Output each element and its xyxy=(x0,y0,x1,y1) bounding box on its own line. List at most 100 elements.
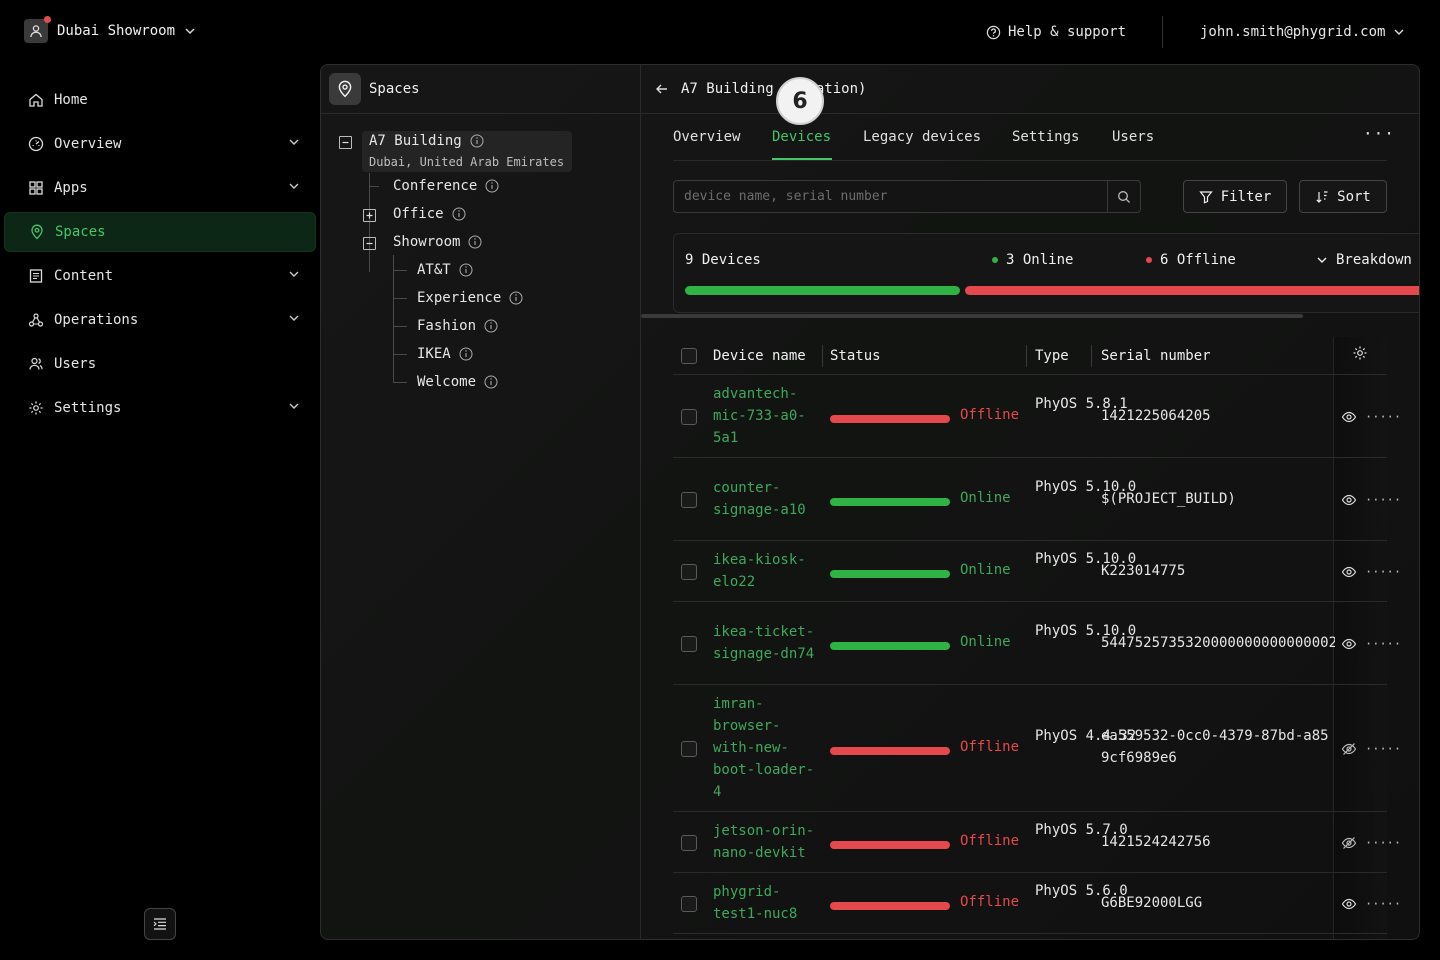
online-count: 3 Online xyxy=(992,252,1073,268)
more-options-icon[interactable]: ····· xyxy=(1365,492,1402,507)
tree-node-experience[interactable]: Experience xyxy=(417,290,523,306)
filter-button[interactable]: Filter xyxy=(1183,180,1287,213)
sidebar-item-content[interactable]: Content xyxy=(4,256,316,296)
info-icon[interactable] xyxy=(509,291,523,305)
column-header-status[interactable]: Status xyxy=(830,348,881,364)
select-all-checkbox[interactable] xyxy=(681,348,697,364)
help-circle-icon xyxy=(986,25,1001,39)
collapse-toggle[interactable] xyxy=(363,237,376,250)
device-name-link[interactable]: advantech-mic-733-a0-5a1 xyxy=(713,386,806,446)
row-checkbox[interactable] xyxy=(681,834,697,851)
tree-node-a7-building[interactable]: A7 Building xyxy=(369,133,484,149)
row-checkbox[interactable] xyxy=(681,563,697,580)
tree-line xyxy=(369,173,370,272)
eye-icon[interactable] xyxy=(1341,896,1357,912)
sidebar-item-apps[interactable]: Apps xyxy=(4,168,316,208)
org-switcher[interactable]: Dubai Showroom xyxy=(24,16,196,43)
offline-count: 6 Offline xyxy=(1146,252,1236,268)
tree-node-att[interactable]: AT&T xyxy=(417,262,473,278)
device-name-link[interactable]: imran-browser-with-new-boot-loader-4 xyxy=(713,696,815,800)
info-icon[interactable] xyxy=(452,207,466,221)
eye-icon[interactable] xyxy=(1341,492,1357,508)
device-summary: 9 Devices 3 Online 6 Offline Breakdown xyxy=(673,233,1419,313)
row-checkbox[interactable] xyxy=(681,408,697,425)
column-header-device-name[interactable]: Device name xyxy=(713,348,806,364)
more-options-icon[interactable]: ····· xyxy=(1365,636,1402,651)
table-row[interactable]: ikea-ticket-signage-dn74 Online PhyOS 5.10… xyxy=(673,602,1401,685)
info-icon[interactable] xyxy=(484,375,498,389)
tree-node-office[interactable]: Office xyxy=(393,206,466,222)
eye-icon[interactable] xyxy=(1341,409,1357,425)
info-icon[interactable] xyxy=(485,179,499,193)
row-checkbox[interactable] xyxy=(681,740,697,757)
help-support-link[interactable]: Help & support xyxy=(986,24,1126,40)
table-row[interactable]: advantech-mic-733-a0-5a1 Offline PhyOS 5.8… xyxy=(673,375,1401,458)
search-input[interactable] xyxy=(674,181,1108,212)
serial-number: G6BE92000LGG xyxy=(1101,895,1203,911)
search-button[interactable] xyxy=(1107,181,1140,212)
more-options-icon[interactable]: ····· xyxy=(1365,741,1402,756)
tree-node-label: Fashion xyxy=(417,318,477,334)
sidebar-item-users[interactable]: Users xyxy=(4,344,316,384)
info-icon[interactable] xyxy=(459,347,473,361)
device-name-link[interactable]: ikea-ticket-signage-dn74 xyxy=(713,624,815,662)
tab-legacy-devices[interactable]: Legacy devices xyxy=(863,129,982,145)
info-icon[interactable] xyxy=(470,134,484,148)
sidebar-item-home[interactable]: Home xyxy=(4,80,316,120)
sidebar-item-settings[interactable]: Settings xyxy=(4,388,316,428)
more-options-icon[interactable]: ····· xyxy=(1365,896,1402,911)
table-row[interactable]: phygrid-test1-nuc8 Offline PhyOS 5.6.0 G6BE… xyxy=(673,873,1401,934)
collapse-sidebar-button[interactable] xyxy=(144,908,176,940)
info-icon[interactable] xyxy=(468,235,482,249)
arrow-left-icon[interactable] xyxy=(655,82,669,96)
column-header-serial-number[interactable]: Serial number xyxy=(1101,348,1211,364)
eye-off-icon[interactable] xyxy=(1341,741,1357,757)
tab-devices[interactable]: Devices xyxy=(772,129,832,145)
device-name-link[interactable]: ikea-kiosk-elo22 xyxy=(713,552,806,590)
sidebar-item-overview[interactable]: Overview xyxy=(4,124,316,164)
home-icon xyxy=(29,93,43,107)
row-checkbox[interactable] xyxy=(681,895,697,912)
breakdown-toggle[interactable]: Breakdown xyxy=(1316,252,1412,268)
sidebar-item-operations[interactable]: Operations xyxy=(4,300,316,340)
expand-toggle[interactable] xyxy=(363,209,376,222)
eye-off-icon[interactable] xyxy=(1341,835,1357,851)
eye-icon[interactable] xyxy=(1341,564,1357,580)
more-options-icon[interactable]: ····· xyxy=(1365,564,1402,579)
tree-node-welcome[interactable]: Welcome xyxy=(417,374,498,390)
tree-node-root-selected[interactable] xyxy=(362,131,572,172)
row-checkbox[interactable] xyxy=(681,635,697,652)
more-options-icon[interactable]: ····· xyxy=(1365,835,1402,850)
more-options-icon[interactable]: ····· xyxy=(1365,409,1402,424)
device-name-link[interactable]: phygrid-test1-nuc8 xyxy=(713,884,798,922)
tree-node-fashion[interactable]: Fashion xyxy=(417,318,498,334)
notification-dot xyxy=(44,16,51,23)
tab-users[interactable]: Users xyxy=(1112,129,1155,145)
table-row[interactable]: jetson-orin-nano-devkit Offline PhyOS 5.7.… xyxy=(673,812,1401,873)
column-header-type[interactable]: Type xyxy=(1035,348,1069,364)
table-row[interactable]: counter-signage-a10 Online PhyOS 5.10.0 $(P… xyxy=(673,458,1401,541)
tree-node-ikea[interactable]: IKEA xyxy=(417,346,473,362)
more-options-icon[interactable]: ··· xyxy=(1363,124,1395,143)
tree-node-showroom[interactable]: Showroom xyxy=(393,234,482,250)
gear-icon[interactable] xyxy=(1352,345,1368,361)
user-menu[interactable]: john.smith@phygrid.com xyxy=(1200,24,1405,40)
status-text: Offline xyxy=(960,833,1020,849)
row-checkbox[interactable] xyxy=(681,491,697,508)
sidebar-item-spaces[interactable]: Spaces xyxy=(4,212,316,252)
tree-node-conference[interactable]: Conference xyxy=(393,178,499,194)
collapse-toggle[interactable] xyxy=(339,136,352,149)
tab-settings[interactable]: Settings xyxy=(1012,129,1080,145)
table-row[interactable]: imran-browser-with-new-boot-loader-4 Offl… xyxy=(673,685,1401,812)
eye-icon[interactable] xyxy=(1341,636,1357,652)
online-progress-bar xyxy=(685,286,960,295)
table-row[interactable]: ikea-kiosk-elo22 Online PhyOS 5.10.0 K22301… xyxy=(673,541,1401,602)
horizontal-scrollbar[interactable] xyxy=(641,314,1303,318)
sort-button[interactable]: Sort xyxy=(1299,180,1387,213)
device-name-link[interactable]: counter-signage-a10 xyxy=(713,480,806,518)
tab-overview[interactable]: Overview xyxy=(673,129,741,145)
device-name-link[interactable]: jetson-orin-nano-devkit xyxy=(713,823,815,861)
offline-label: 6 Offline xyxy=(1160,252,1236,268)
info-icon[interactable] xyxy=(459,263,473,277)
info-icon[interactable] xyxy=(484,319,498,333)
